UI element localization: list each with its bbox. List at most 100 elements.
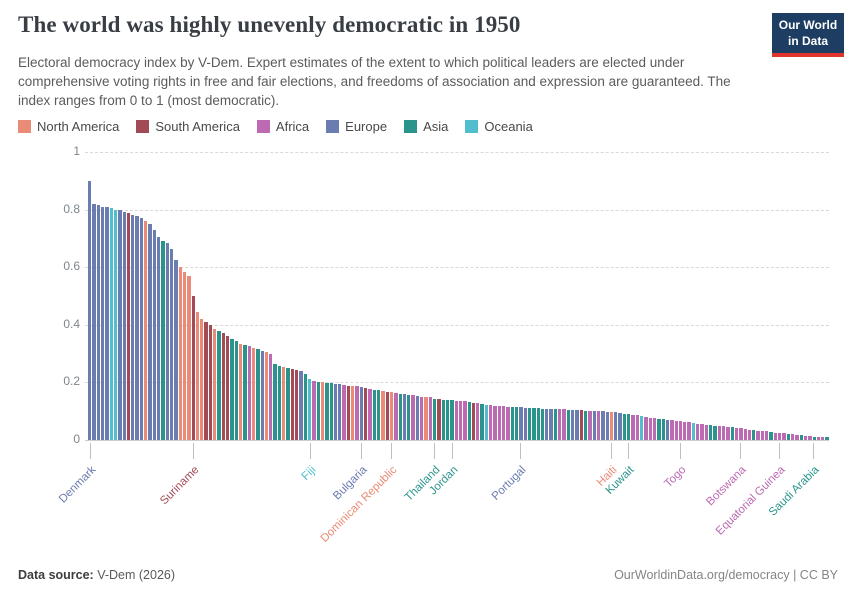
bar-27[interactable]	[204, 322, 208, 440]
bar-76[interactable]	[415, 396, 420, 440]
bar-161[interactable]	[782, 433, 786, 440]
bar-botswana[interactable]	[739, 428, 743, 440]
bar-143[interactable]	[704, 425, 708, 440]
bar-139[interactable]	[687, 422, 691, 440]
bar-59[interactable]	[342, 385, 346, 440]
legend-item-north-america[interactable]: North America	[18, 119, 119, 134]
bar-49[interactable]	[299, 371, 303, 440]
legend-item-south-america[interactable]: South America	[136, 119, 240, 134]
bar-14[interactable]	[148, 224, 152, 440]
bar-62[interactable]	[355, 386, 359, 440]
bar-145[interactable]	[713, 426, 717, 440]
bar-82[interactable]	[441, 400, 445, 440]
bar-148[interactable]	[726, 427, 730, 440]
bar-55[interactable]	[325, 383, 329, 440]
legend-item-asia[interactable]: Asia	[404, 119, 448, 134]
bar-158[interactable]	[769, 432, 773, 440]
bar-46[interactable]	[286, 368, 290, 440]
bar-146[interactable]	[717, 426, 721, 440]
bar-105[interactable]	[540, 409, 545, 440]
bar-120[interactable]	[605, 412, 609, 440]
bar-togo[interactable]	[678, 421, 683, 440]
bar-60[interactable]	[346, 386, 351, 440]
bar-79[interactable]	[428, 397, 432, 440]
bar-128[interactable]	[640, 416, 644, 440]
bar-52[interactable]	[312, 381, 316, 440]
bar-103[interactable]	[532, 408, 536, 440]
bar-54[interactable]	[320, 382, 325, 440]
bar-122[interactable]	[614, 412, 618, 440]
bar-43[interactable]	[273, 364, 277, 440]
bar-87[interactable]	[463, 401, 467, 440]
legend-item-oceania[interactable]: Oceania	[465, 119, 533, 134]
bar-132[interactable]	[657, 419, 661, 440]
bar-17[interactable]	[161, 241, 165, 440]
bar-92[interactable]	[484, 405, 489, 440]
bar-9[interactable]	[126, 213, 131, 440]
bar-jordan[interactable]	[450, 400, 454, 440]
bar-equatorial-guinea[interactable]	[778, 433, 782, 440]
bar-15[interactable]	[152, 230, 156, 440]
bar-166[interactable]	[803, 436, 808, 440]
bar-23[interactable]	[187, 276, 191, 440]
bar-86[interactable]	[458, 401, 463, 440]
bar-32[interactable]	[226, 336, 230, 440]
bar-136[interactable]	[674, 421, 678, 440]
bar-134[interactable]	[665, 420, 670, 440]
bar-116[interactable]	[588, 411, 592, 440]
bar-90[interactable]	[476, 403, 480, 440]
bar-131[interactable]	[652, 418, 657, 440]
bar-102[interactable]	[527, 408, 532, 440]
bar-71[interactable]	[394, 393, 398, 440]
bar-2[interactable]	[96, 205, 100, 440]
bar-56[interactable]	[329, 383, 333, 440]
bar-129[interactable]	[644, 417, 648, 440]
bar-111[interactable]	[566, 410, 570, 440]
bar-127[interactable]	[635, 415, 639, 440]
bar-48[interactable]	[295, 370, 299, 440]
bar-40[interactable]	[260, 351, 264, 440]
bar-25[interactable]	[195, 312, 200, 440]
bar-61[interactable]	[351, 386, 355, 440]
bar-109[interactable]	[558, 409, 562, 440]
bar-41[interactable]	[264, 352, 269, 440]
bar-31[interactable]	[221, 333, 225, 440]
bar-4[interactable]	[105, 207, 109, 440]
bar-thailand[interactable]	[433, 399, 437, 440]
bar-163[interactable]	[790, 434, 795, 440]
bar-152[interactable]	[743, 429, 747, 440]
bar-65[interactable]	[368, 389, 372, 440]
bar-38[interactable]	[251, 348, 256, 440]
bar-fiji[interactable]	[307, 379, 312, 440]
bar-91[interactable]	[480, 404, 484, 440]
bar-66[interactable]	[372, 390, 376, 440]
bar-64[interactable]	[364, 388, 368, 440]
bar-7[interactable]	[118, 210, 122, 440]
bar-57[interactable]	[333, 384, 338, 440]
bar-114[interactable]	[579, 410, 583, 440]
bar-50[interactable]	[303, 374, 307, 440]
bar-58[interactable]	[338, 384, 342, 440]
bar-118[interactable]	[596, 411, 601, 440]
bar-98[interactable]	[510, 407, 514, 440]
bar-117[interactable]	[592, 411, 596, 440]
bar-portugal[interactable]	[519, 407, 523, 440]
bar-135[interactable]	[670, 420, 674, 440]
bar-157[interactable]	[765, 431, 769, 440]
bar-124[interactable]	[622, 414, 627, 440]
bar-73[interactable]	[402, 394, 407, 440]
bar-170[interactable]	[821, 437, 825, 440]
bar-99[interactable]	[514, 407, 519, 440]
bar-10[interactable]	[131, 215, 135, 440]
bar-95[interactable]	[497, 406, 501, 440]
bar-164[interactable]	[795, 435, 799, 440]
bar-144[interactable]	[709, 425, 713, 440]
bar-107[interactable]	[549, 409, 553, 440]
bar-47[interactable]	[290, 369, 294, 440]
bar-113[interactable]	[575, 410, 579, 440]
bar-74[interactable]	[407, 395, 411, 440]
bar-22[interactable]	[182, 272, 187, 440]
bar-75[interactable]	[411, 395, 415, 440]
bar-149[interactable]	[730, 427, 734, 440]
bar-36[interactable]	[243, 345, 247, 440]
